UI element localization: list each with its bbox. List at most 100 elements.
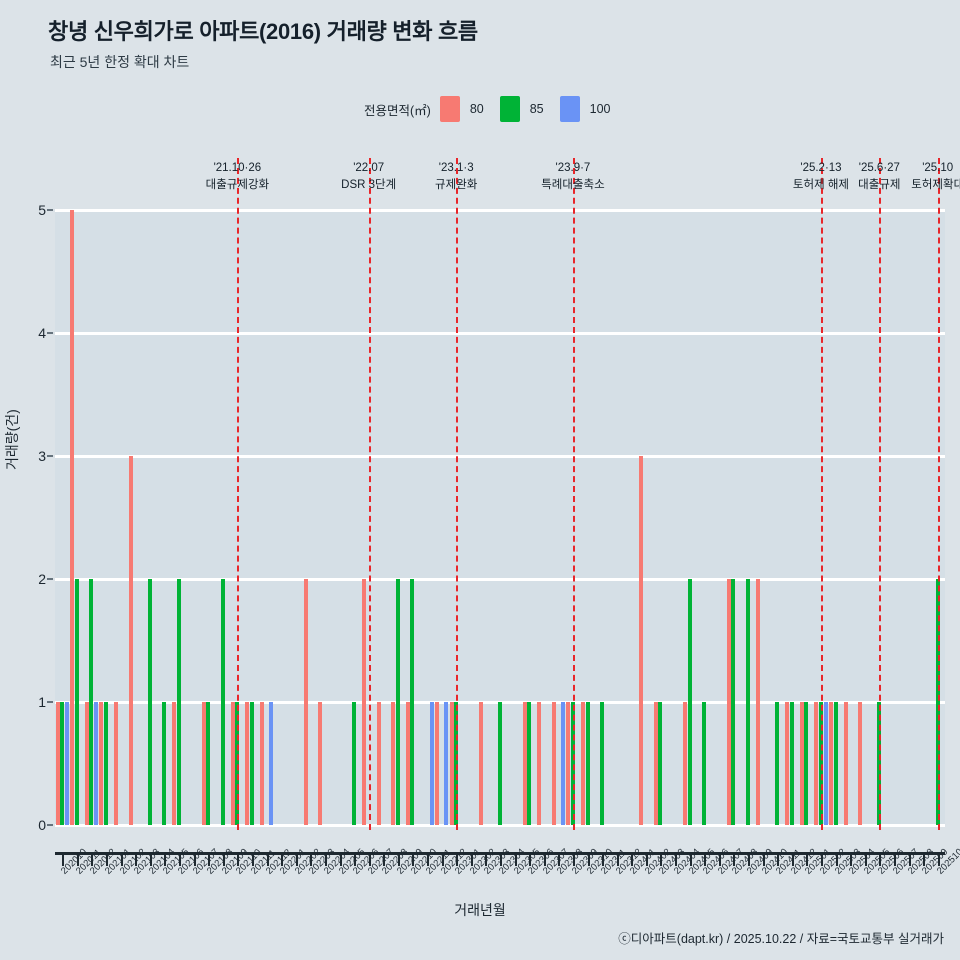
- bar[interactable]: [259, 702, 264, 825]
- x-tick: [135, 855, 138, 866]
- bar[interactable]: [172, 702, 177, 825]
- x-tick: [733, 855, 736, 866]
- bar[interactable]: [775, 702, 780, 825]
- bar[interactable]: [128, 456, 133, 825]
- bar[interactable]: [478, 702, 483, 825]
- event-line: [937, 158, 940, 830]
- bar[interactable]: [498, 702, 502, 825]
- bar[interactable]: [201, 702, 206, 825]
- bar[interactable]: [104, 702, 109, 825]
- bar[interactable]: [55, 702, 60, 825]
- bar[interactable]: [687, 579, 692, 825]
- bar[interactable]: [84, 702, 89, 825]
- bar[interactable]: [318, 702, 323, 825]
- bar[interactable]: [789, 702, 794, 825]
- bar[interactable]: [60, 702, 65, 825]
- x-tick: [937, 855, 940, 866]
- bar[interactable]: [162, 702, 167, 825]
- bar[interactable]: [833, 702, 838, 825]
- bar[interactable]: [391, 702, 396, 825]
- bar[interactable]: [639, 456, 644, 825]
- x-tick: [251, 855, 254, 866]
- bar[interactable]: [527, 702, 532, 825]
- bar[interactable]: [230, 702, 235, 825]
- bar[interactable]: [551, 702, 556, 825]
- x-tick: [791, 855, 794, 866]
- bar[interactable]: [405, 702, 410, 825]
- gridline: [55, 208, 945, 212]
- bar[interactable]: [522, 702, 527, 825]
- y-tick-label: 5: [38, 202, 46, 218]
- bar[interactable]: [245, 702, 250, 825]
- y-tick-label: 3: [38, 448, 46, 464]
- bar[interactable]: [731, 579, 736, 825]
- bar[interactable]: [726, 579, 731, 825]
- bar[interactable]: [89, 579, 94, 825]
- bar[interactable]: [269, 702, 274, 825]
- x-axis-line: [55, 852, 945, 855]
- bar[interactable]: [600, 702, 605, 825]
- bar[interactable]: [74, 579, 79, 825]
- bar[interactable]: [746, 579, 751, 825]
- y-axis-title: 거래량(건): [4, 409, 20, 470]
- bar[interactable]: [658, 702, 663, 825]
- event-line: [456, 158, 459, 830]
- bar[interactable]: [99, 702, 104, 825]
- legend-title: 전용면적(㎡): [364, 103, 431, 118]
- legend-item-100[interactable]: 100: [559, 96, 611, 122]
- x-tick: [62, 855, 65, 866]
- legend-label-100: 100: [589, 102, 611, 116]
- x-tick: [397, 855, 400, 866]
- x-tick: [412, 855, 415, 866]
- bar[interactable]: [444, 702, 449, 825]
- bar[interactable]: [683, 702, 688, 825]
- x-tick: [923, 855, 926, 866]
- bar[interactable]: [177, 579, 182, 825]
- bar[interactable]: [220, 579, 225, 825]
- y-tick: [47, 578, 53, 580]
- x-tick: [237, 855, 240, 866]
- bar[interactable]: [585, 702, 590, 825]
- bar[interactable]: [64, 702, 69, 825]
- bar[interactable]: [828, 702, 833, 825]
- bar[interactable]: [70, 210, 75, 825]
- bar[interactable]: [702, 702, 707, 825]
- bar[interactable]: [352, 702, 357, 825]
- bar[interactable]: [785, 702, 790, 825]
- bar[interactable]: [395, 579, 400, 825]
- bar[interactable]: [580, 702, 585, 825]
- bar[interactable]: [653, 702, 658, 825]
- bar[interactable]: [858, 702, 863, 825]
- x-tick: [748, 855, 751, 866]
- bar[interactable]: [804, 702, 809, 825]
- bar[interactable]: [429, 702, 434, 825]
- bar[interactable]: [449, 702, 454, 825]
- y-tick-label: 4: [38, 325, 46, 341]
- bar[interactable]: [249, 702, 254, 825]
- bar[interactable]: [814, 702, 819, 825]
- bar[interactable]: [206, 702, 211, 825]
- gridline: [55, 331, 945, 335]
- bar[interactable]: [114, 702, 119, 825]
- y-tick: [47, 455, 53, 457]
- x-tick: [500, 855, 502, 866]
- bar[interactable]: [376, 702, 381, 825]
- bar[interactable]: [566, 702, 571, 825]
- legend-item-85[interactable]: 85: [499, 96, 544, 122]
- bar[interactable]: [147, 579, 152, 825]
- bar[interactable]: [94, 702, 99, 825]
- bar[interactable]: [537, 702, 542, 825]
- bar[interactable]: [823, 702, 828, 825]
- x-tick: [485, 855, 488, 866]
- bar[interactable]: [435, 702, 440, 825]
- bar[interactable]: [560, 702, 565, 825]
- legend-item-80[interactable]: 80: [439, 96, 484, 122]
- bar[interactable]: [303, 579, 308, 825]
- bar[interactable]: [410, 579, 415, 825]
- x-tick: [470, 855, 473, 866]
- bar[interactable]: [843, 702, 848, 825]
- x-tick: [368, 855, 371, 866]
- bar[interactable]: [756, 579, 761, 825]
- bar[interactable]: [362, 579, 367, 825]
- bar[interactable]: [799, 702, 804, 825]
